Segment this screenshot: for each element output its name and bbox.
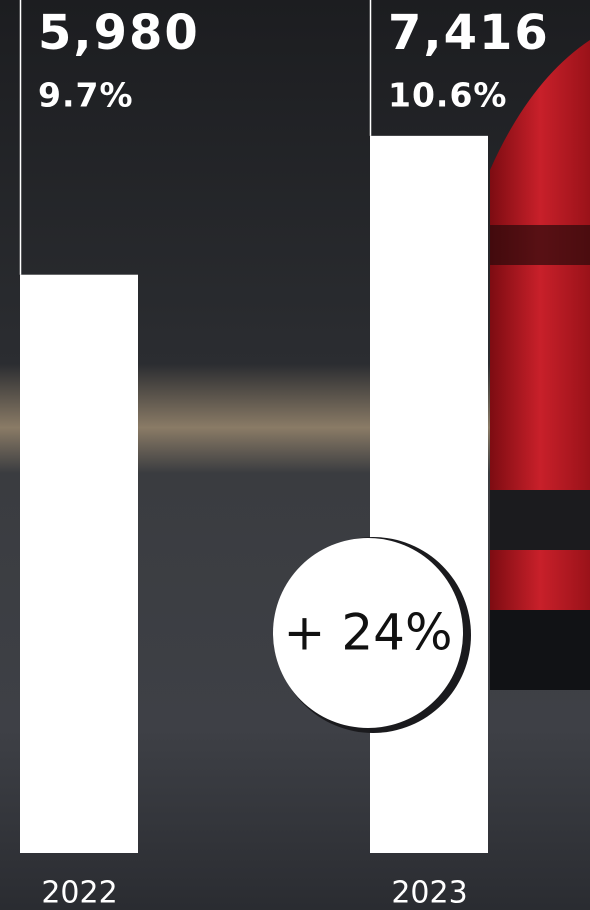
car-light bbox=[490, 225, 590, 265]
x-tick-label: 2023 bbox=[391, 876, 467, 910]
share-label: 9.7% bbox=[38, 76, 134, 115]
car-bumper bbox=[490, 490, 590, 550]
bar bbox=[370, 136, 488, 853]
value-label: 7,416 bbox=[388, 5, 550, 61]
bar bbox=[20, 275, 138, 853]
page: 5,9809.7%20227,41610.6%2023 + 24% (() =>… bbox=[0, 0, 590, 910]
x-tick-label: 2022 bbox=[41, 876, 117, 910]
car-shadow bbox=[490, 610, 590, 690]
chart: 5,980 9.7% 2022 7,416 10.6% 2023 + 24% bbox=[0, 0, 590, 910]
growth-annotation: + 24% bbox=[284, 604, 453, 662]
value-label: 5,980 bbox=[38, 5, 200, 61]
share-label: 10.6% bbox=[388, 76, 508, 115]
